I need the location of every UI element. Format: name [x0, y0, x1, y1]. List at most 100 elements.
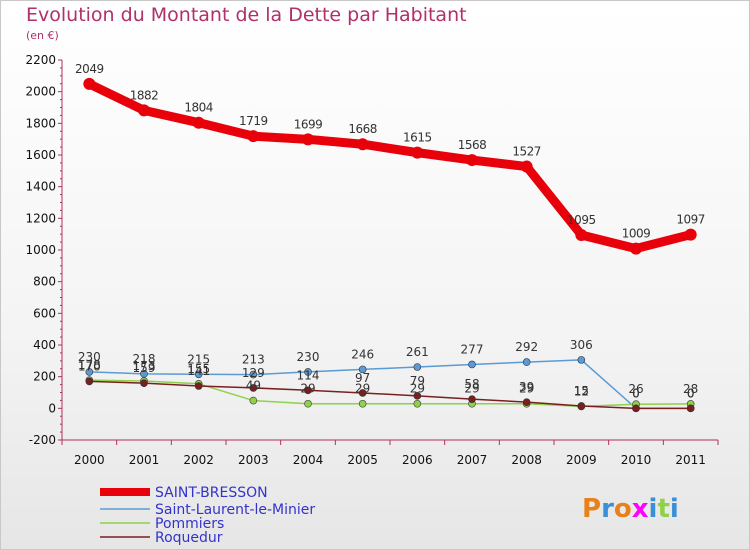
data-label: 29 — [355, 382, 370, 396]
series-point — [83, 77, 96, 90]
x-tick-label: 2007 — [457, 453, 488, 467]
series-point — [304, 399, 312, 408]
data-label: 29 — [300, 382, 315, 396]
y-tick-label: 1200 — [25, 211, 56, 225]
data-label: 1882 — [130, 88, 159, 102]
y-tick-label: -200 — [29, 433, 56, 447]
legend-label: Saint-Laurent-le-Minier — [155, 502, 315, 518]
series-point — [358, 365, 367, 374]
data-label: 0 — [687, 386, 695, 400]
x-tick-label: 2002 — [183, 453, 214, 467]
series-point — [577, 356, 586, 364]
series-point — [522, 398, 531, 406]
x-tick-label: 2001 — [129, 453, 160, 467]
data-label: 114 — [297, 368, 320, 382]
data-label: 230 — [297, 350, 320, 364]
data-label: 39 — [519, 380, 534, 394]
data-label: 129 — [242, 366, 265, 380]
data-label: 97 — [355, 371, 370, 385]
brand-letter: i — [670, 494, 679, 524]
x-tick-label: 2005 — [347, 453, 378, 467]
y-tick-label: 800 — [33, 275, 56, 289]
data-label: 230 — [78, 350, 101, 364]
series-point — [304, 386, 312, 395]
brand-letter: P — [582, 494, 601, 524]
series-point — [194, 370, 203, 379]
x-tick-label: 2003 — [238, 453, 269, 467]
series-point — [358, 389, 367, 397]
series-line — [84, 79, 696, 254]
data-label: 306 — [570, 338, 593, 352]
data-label: 292 — [515, 340, 538, 354]
series-point — [520, 160, 533, 173]
data-label: 1009 — [622, 227, 651, 241]
x-tick-label: 2008 — [511, 453, 542, 467]
data-label: 0 — [687, 386, 695, 400]
series-point — [249, 396, 258, 405]
series-point — [413, 392, 422, 400]
data-label: 170 — [78, 359, 101, 373]
y-tick-label: 1800 — [25, 116, 56, 130]
data-label: 141 — [187, 364, 210, 378]
data-label: 159 — [133, 361, 156, 375]
brand-logo: Proxiti — [582, 494, 679, 524]
series-point — [194, 382, 203, 390]
series-point — [577, 402, 586, 410]
legend-label: Roquedur — [155, 530, 223, 546]
data-label: 49 — [246, 379, 261, 393]
x-tick-label: 2011 — [675, 453, 706, 467]
series-line — [88, 359, 692, 410]
data-label: 1097 — [676, 213, 705, 227]
data-label: 1615 — [403, 131, 432, 145]
series-point — [468, 395, 476, 403]
x-tick-label: 2009 — [566, 453, 597, 467]
data-label: 1719 — [239, 114, 268, 128]
series-point — [304, 368, 312, 376]
data-label: 15 — [574, 384, 589, 398]
series-point — [575, 228, 588, 241]
chart-title: Evolution du Montant de la Dette par Hab… — [26, 4, 467, 26]
data-label: 246 — [351, 347, 374, 361]
series-point — [684, 228, 697, 241]
series-point — [85, 368, 94, 376]
data-label: 277 — [461, 342, 484, 356]
data-label: 26 — [628, 382, 643, 396]
series-point — [686, 404, 695, 413]
y-tick-label: 200 — [33, 370, 56, 384]
x-tick-label: 2000 — [74, 453, 105, 467]
data-label: 12 — [574, 384, 589, 398]
series-point — [413, 363, 422, 371]
data-label: 0 — [632, 386, 640, 400]
data-label: 218 — [133, 352, 156, 366]
brand-letter: t — [657, 494, 669, 524]
series-line — [88, 379, 692, 408]
data-label: 58 — [464, 377, 479, 391]
series-point — [522, 358, 531, 366]
series-point — [140, 379, 148, 387]
legend-label: SAINT-BRESSON — [155, 485, 268, 501]
series-point — [356, 138, 369, 151]
x-tick-label: 2004 — [293, 453, 324, 467]
y-tick-label: 2200 — [25, 53, 56, 67]
data-label: 29 — [519, 382, 534, 396]
y-tick-label: 2000 — [25, 85, 56, 99]
series-point — [358, 399, 367, 408]
y-tick-label: 0 — [48, 401, 56, 415]
brand-letter: i — [649, 494, 658, 524]
series-point — [468, 360, 476, 369]
y-tick-label: 600 — [33, 306, 56, 320]
data-label: 1568 — [458, 138, 487, 152]
series-point — [413, 399, 422, 408]
data-label: 28 — [683, 382, 698, 396]
data-label: 1699 — [294, 117, 323, 131]
data-label: 1095 — [567, 213, 596, 227]
data-label: 2049 — [75, 62, 104, 76]
x-tick-label: 2006 — [402, 453, 433, 467]
chart-subtitle: (en €) — [26, 29, 59, 42]
series-point — [630, 242, 642, 255]
series-point — [302, 133, 314, 146]
series-line — [88, 380, 692, 410]
series-point — [466, 154, 478, 167]
